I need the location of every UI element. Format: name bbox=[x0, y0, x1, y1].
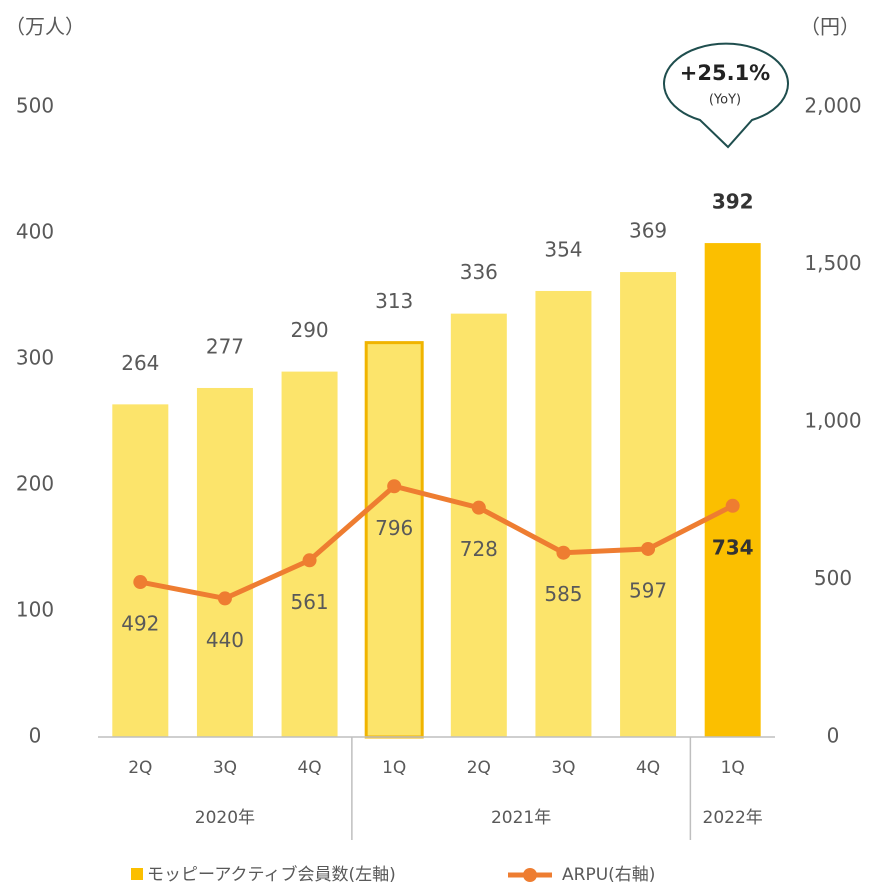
y-tick-label: 300 bbox=[16, 346, 54, 370]
line-point bbox=[641, 541, 656, 556]
line bbox=[139, 483, 734, 602]
line-point bbox=[217, 591, 232, 606]
x-tick-label: 3Q bbox=[213, 758, 237, 778]
x-tick-label: 4Q bbox=[297, 758, 321, 778]
y2-tick-label: 0 bbox=[827, 724, 840, 748]
bar bbox=[196, 387, 253, 737]
y-tick-label: 500 bbox=[16, 94, 54, 118]
bar bbox=[450, 313, 507, 737]
line-value-label: 597 bbox=[629, 578, 667, 602]
legend-label: モッピーアクティブ会員数(左軸) bbox=[147, 864, 396, 885]
bar-value-label: 354 bbox=[544, 237, 582, 261]
bar-value-label: 392 bbox=[712, 190, 754, 214]
group-label: 2022年 bbox=[703, 808, 763, 828]
line-point bbox=[471, 500, 486, 515]
callout-subtext: (YoY) bbox=[709, 93, 741, 108]
legend-label: ARPU(右軸) bbox=[562, 865, 655, 885]
y2-tick-label: 2,000 bbox=[804, 94, 861, 118]
x-tick-label: 2Q bbox=[128, 758, 152, 778]
x-tick-label: 3Q bbox=[551, 758, 575, 778]
group-label: 2020年 bbox=[195, 808, 255, 828]
y2-tick-label: 500 bbox=[814, 566, 852, 590]
callout-text: +25.1% bbox=[680, 61, 770, 85]
y-axis-unit: （万人） bbox=[5, 15, 85, 39]
bar-value-label: 277 bbox=[206, 334, 244, 358]
line-point bbox=[133, 575, 148, 590]
bar bbox=[112, 404, 169, 737]
y2-tick-label: 1,500 bbox=[804, 251, 861, 275]
bar-value-label: 369 bbox=[629, 219, 667, 243]
x-tick-label: 4Q bbox=[636, 758, 660, 778]
y-tick-label: 0 bbox=[29, 724, 42, 748]
y2-tick-label: 1,000 bbox=[804, 409, 861, 433]
line-point bbox=[556, 545, 571, 560]
group-label: 2021年 bbox=[491, 808, 551, 828]
line-value-label: 561 bbox=[290, 590, 328, 614]
bar-value-label: 313 bbox=[375, 289, 413, 313]
line-value-label: 585 bbox=[544, 582, 582, 606]
y2-axis-unit: （円） bbox=[800, 15, 860, 39]
x-tick-label: 1Q bbox=[382, 758, 406, 778]
line-point bbox=[725, 498, 740, 513]
bar bbox=[535, 290, 592, 737]
bar-value-label: 264 bbox=[121, 351, 159, 375]
legend-marker bbox=[523, 868, 537, 882]
y-tick-label: 400 bbox=[16, 220, 54, 244]
line-value-label: 492 bbox=[121, 612, 159, 636]
y-tick-label: 100 bbox=[16, 598, 54, 622]
callout-bubble bbox=[663, 42, 789, 149]
line-point bbox=[387, 479, 402, 494]
bar-value-label: 290 bbox=[290, 318, 328, 342]
line-point bbox=[302, 553, 317, 568]
y-tick-label: 200 bbox=[16, 472, 54, 496]
bar bbox=[704, 243, 761, 737]
line-value-label: 796 bbox=[375, 516, 413, 540]
x-tick-label: 2Q bbox=[467, 758, 491, 778]
x-tick-label: 1Q bbox=[721, 758, 745, 778]
line-value-label: 728 bbox=[460, 537, 498, 561]
line-value-label: 734 bbox=[712, 535, 754, 559]
legend-swatch bbox=[131, 868, 143, 880]
bar bbox=[620, 272, 677, 737]
bar-value-label: 336 bbox=[460, 260, 498, 284]
bar bbox=[364, 341, 424, 739]
line-value-label: 440 bbox=[206, 628, 244, 652]
